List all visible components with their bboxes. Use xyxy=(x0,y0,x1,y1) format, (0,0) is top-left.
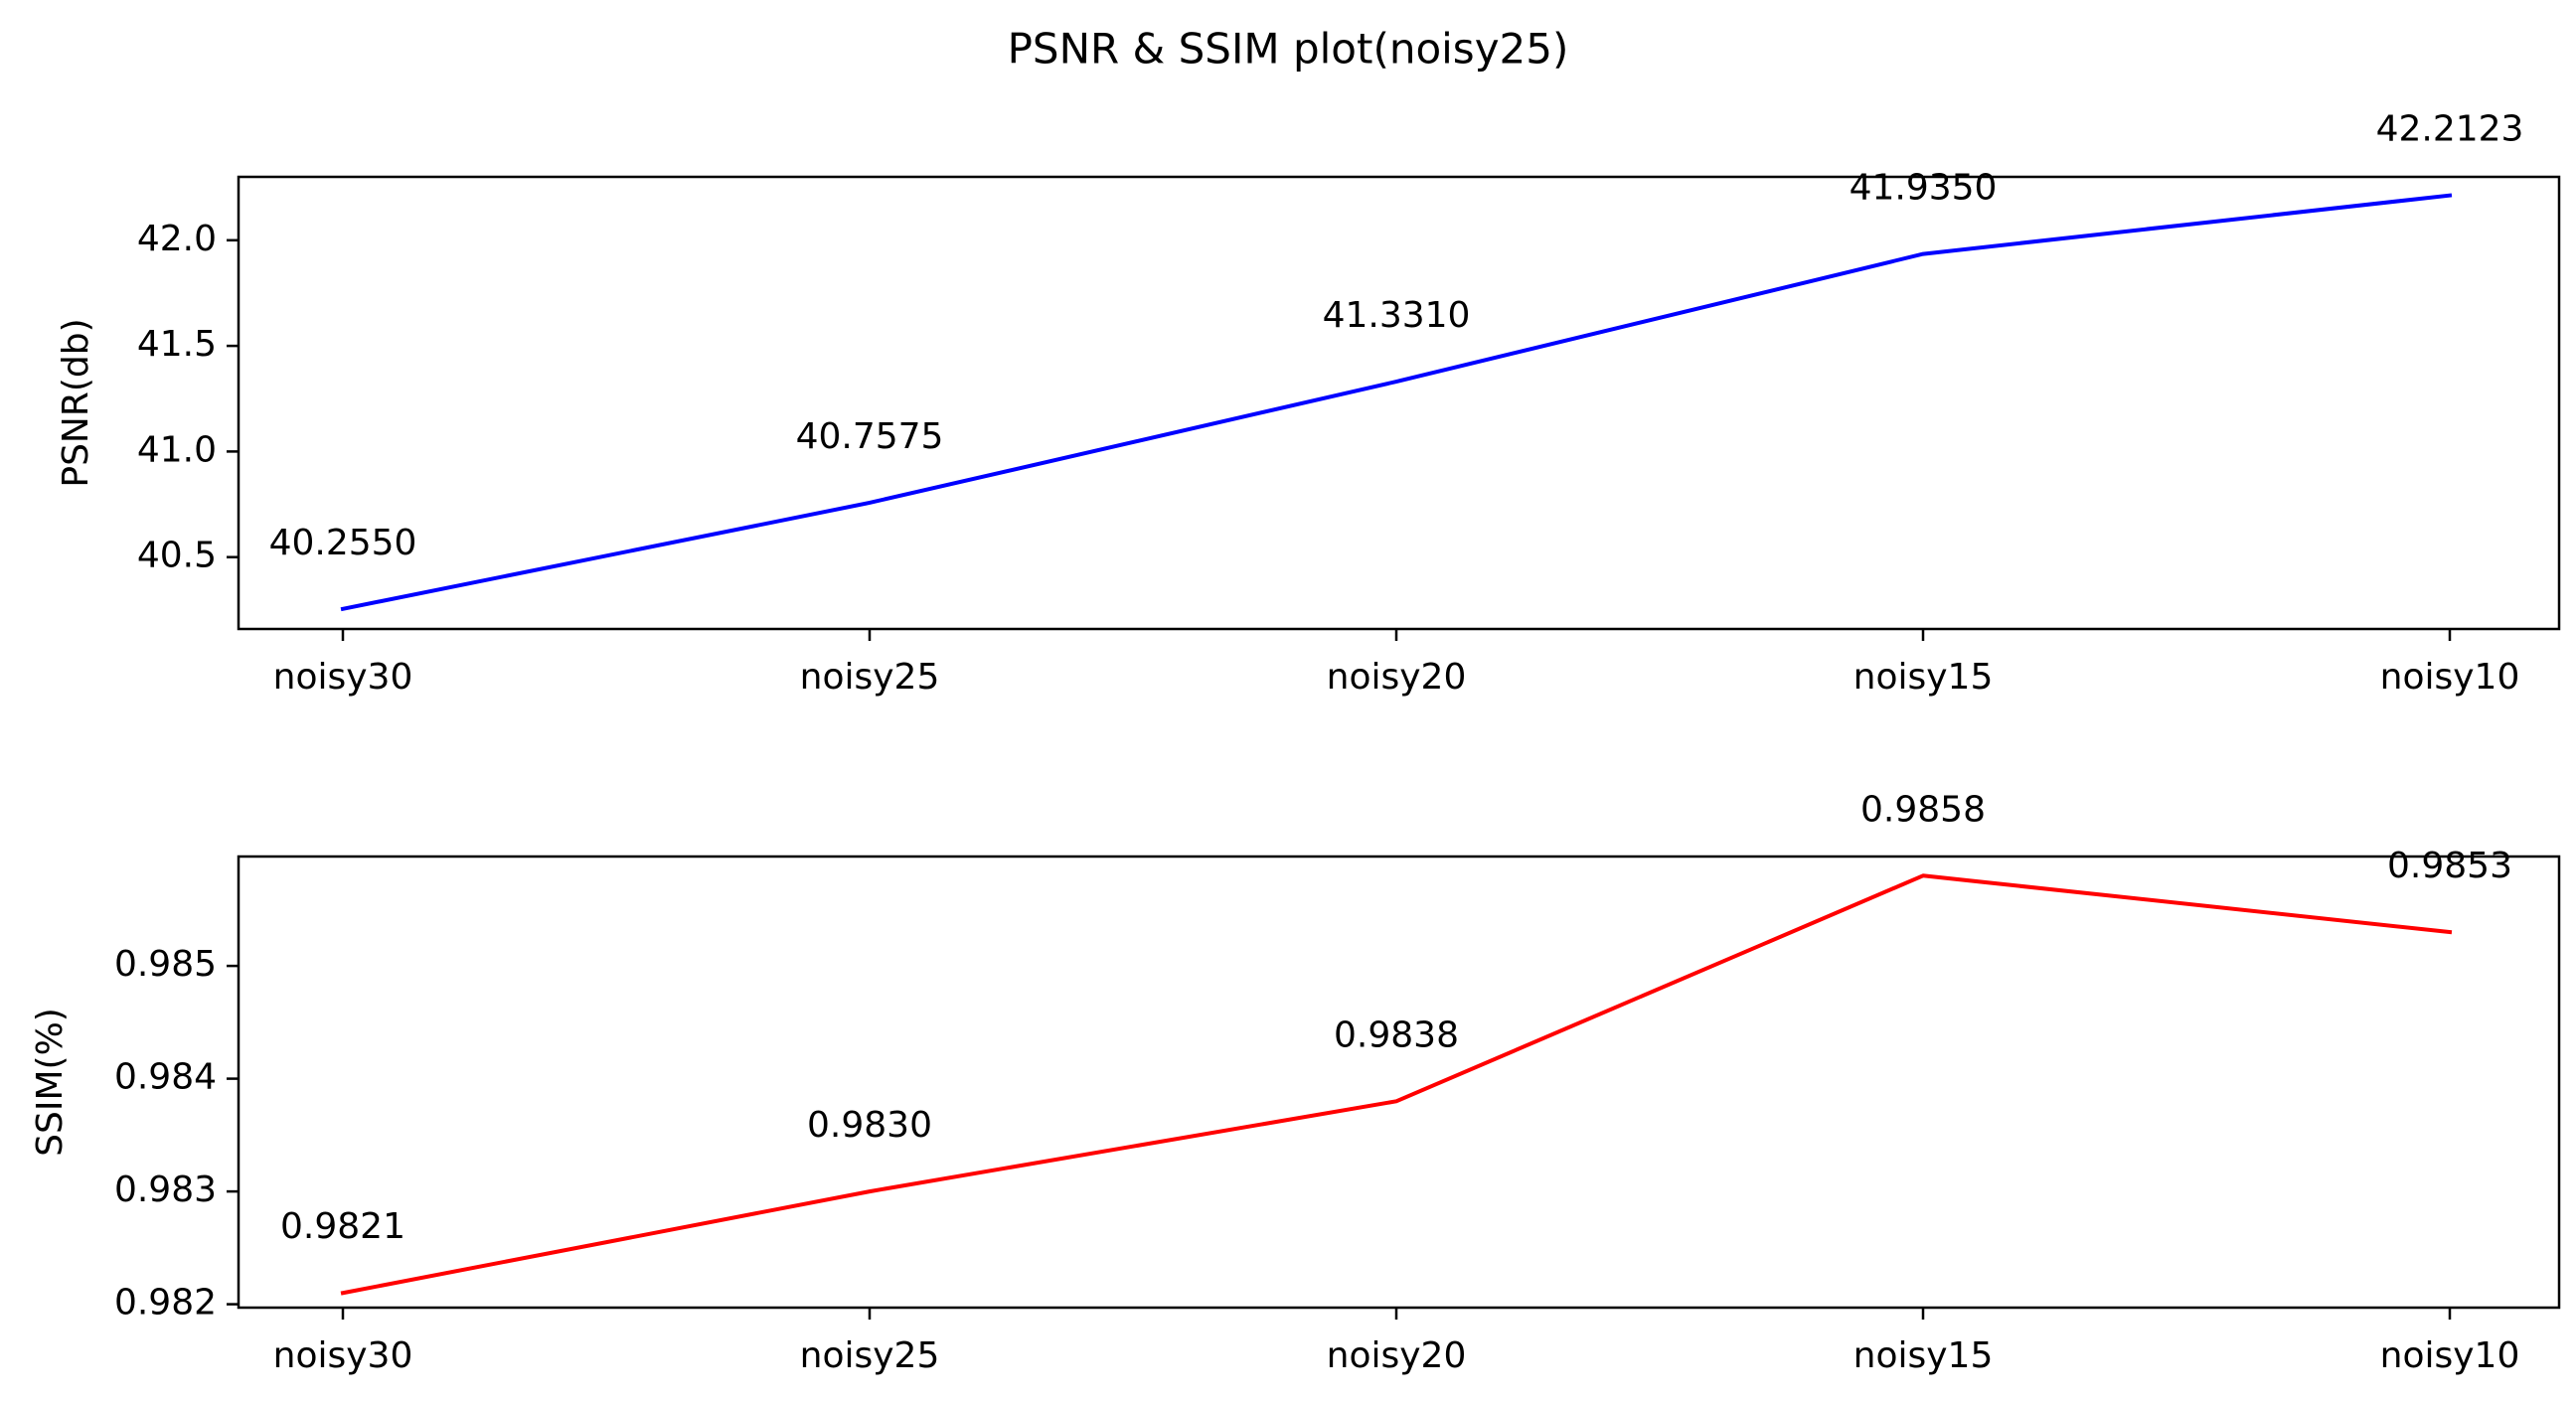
psnr-panel: 40.5 41.0 41.5 42.0 noisy30 noisy25 noisy20 noi… xyxy=(56,109,2561,698)
ssim-plot-frame xyxy=(237,855,2561,1310)
psnr-y-axis-label: PSNR(db) xyxy=(56,318,96,487)
ssim-x-tick-label: noisy25 xyxy=(800,1335,940,1376)
psnr-x-tick-label: noisy15 xyxy=(1853,657,1994,698)
ssim-series-line xyxy=(340,873,2453,1296)
ssim-y-tick-label: 0.984 xyxy=(114,1057,217,1098)
psnr-x-tick-label: noisy25 xyxy=(800,657,940,698)
chart-title: PSNR & SSIM plot(noisy25) xyxy=(1008,25,1569,74)
ssim-y-tick-label: 0.983 xyxy=(114,1170,217,1210)
psnr-y-tick-label: 41.5 xyxy=(137,324,217,365)
psnr-x-tick-label: noisy10 xyxy=(2380,657,2520,698)
ssim-x-tick-label: noisy30 xyxy=(273,1335,413,1376)
psnr-data-label: 41.3310 xyxy=(1323,295,1471,336)
psnr-y-tick-label: 40.5 xyxy=(137,536,217,576)
psnr-data-label: 42.2123 xyxy=(2376,109,2524,150)
ssim-x-tick-label: noisy20 xyxy=(1327,1335,1467,1376)
psnr-series-line xyxy=(340,193,2453,612)
ssim-y-tick-label: 0.982 xyxy=(114,1283,217,1324)
ssim-panel: 0.982 0.983 0.984 0.985 noisy30 noisy25 noisy2… xyxy=(30,789,2561,1376)
ssim-y-axis-label: SSIM(%) xyxy=(30,1008,71,1157)
ssim-data-label: 0.9853 xyxy=(2387,846,2512,886)
ssim-x-tick-label: noisy10 xyxy=(2380,1335,2520,1376)
ssim-x-tick-label: noisy15 xyxy=(1853,1335,1994,1376)
psnr-x-tick-label: noisy30 xyxy=(273,657,413,698)
ssim-data-label: 0.9858 xyxy=(1860,789,1986,830)
psnr-data-label: 40.7575 xyxy=(796,416,944,457)
ssim-y-tick-label: 0.985 xyxy=(114,944,217,985)
psnr-data-label: 41.9350 xyxy=(1850,168,1998,209)
ssim-data-label: 0.9821 xyxy=(280,1206,405,1247)
ssim-data-label: 0.9838 xyxy=(1334,1014,1459,1055)
ssim-data-label: 0.9830 xyxy=(807,1105,932,1146)
psnr-plot-frame xyxy=(237,175,2561,631)
psnr-y-tick-label: 42.0 xyxy=(137,219,217,259)
psnr-y-tick-label: 41.0 xyxy=(137,429,217,470)
psnr-x-tick-label: noisy20 xyxy=(1327,657,1467,698)
psnr-data-label: 40.2550 xyxy=(269,523,417,563)
